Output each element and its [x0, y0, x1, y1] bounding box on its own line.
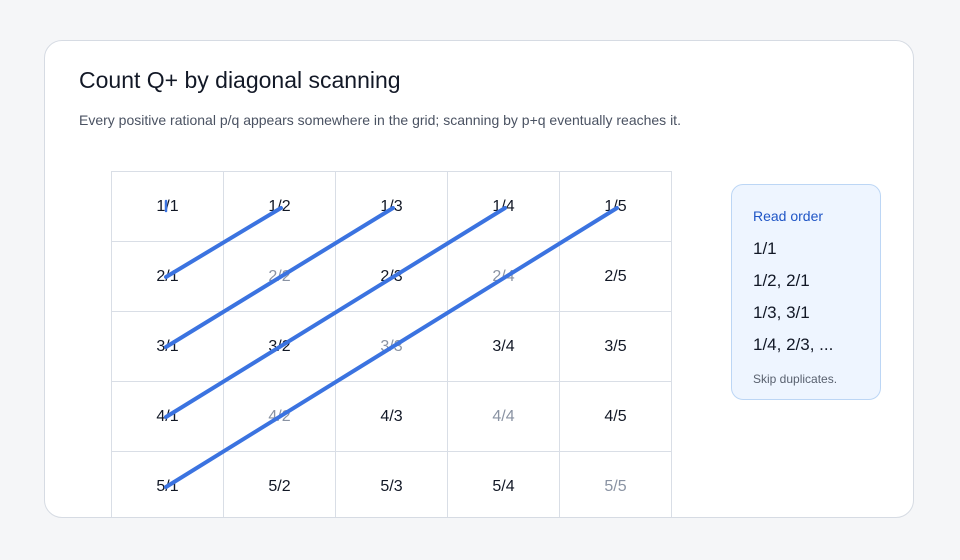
read-order-note: Skip duplicates. [753, 372, 838, 386]
grid-cell: 1/1 [112, 172, 224, 242]
grid-cell: 3/4 [448, 312, 560, 382]
read-order-title: Read order [753, 208, 824, 224]
grid-cell: 4/2 [224, 382, 336, 452]
page-title: Count Q+ by diagonal scanning [79, 67, 401, 93]
grid-cell: 1/3 [336, 172, 448, 242]
grid-cell: 3/1 [112, 312, 224, 382]
read-order-panel: Read order 1/1 1/2, 2/1 1/3, 3/1 1/4, 2/3, … [731, 184, 881, 400]
grid-cell: 3/2 [224, 312, 336, 382]
grid-cell: 3/3 [336, 312, 448, 382]
grid-cell: 5/1 [112, 452, 224, 517]
grid-cell: 2/1 [112, 242, 224, 312]
read-order-item: 1/4, 2/3, ... [753, 335, 834, 354]
grid-cell: 2/2 [224, 242, 336, 312]
grid-cell: 5/5 [560, 452, 672, 517]
grid-cell: 4/1 [112, 382, 224, 452]
grid-cell: 1/4 [448, 172, 560, 242]
page-subtitle: Every positive rational p/q appears some… [79, 112, 681, 128]
read-order-list: 1/1 1/2, 2/1 1/3, 3/1 1/4, 2/3, ... [753, 239, 833, 367]
grid-cell: 5/2 [224, 452, 336, 517]
read-order-item: 1/2, 2/1 [753, 271, 810, 290]
grid-cell: 4/4 [448, 382, 560, 452]
grid-cell: 2/3 [336, 242, 448, 312]
grid-cell: 2/5 [560, 242, 672, 312]
rational-grid-area: 1/1 1/2 1/3 1/4 1/5 2/1 2/2 2/3 2/4 2/5 3/1 3/2 3/3 3… [111, 171, 672, 517]
read-order-item: 1/1 [753, 239, 777, 258]
grid-cell: 5/3 [336, 452, 448, 517]
diagram-card: Count Q+ by diagonal scanning Every posi… [44, 40, 914, 518]
grid-cell: 2/4 [448, 242, 560, 312]
grid-cell: 1/2 [224, 172, 336, 242]
rational-grid: 1/1 1/2 1/3 1/4 1/5 2/1 2/2 2/3 2/4 2/5 3/1 3/2 3/3 3… [111, 171, 672, 517]
read-order-item: 1/3, 3/1 [753, 303, 810, 322]
grid-cell: 5/4 [448, 452, 560, 517]
grid-cell: 1/5 [560, 172, 672, 242]
grid-cell: 3/5 [560, 312, 672, 382]
grid-cell: 4/3 [336, 382, 448, 452]
grid-cell: 4/5 [560, 382, 672, 452]
